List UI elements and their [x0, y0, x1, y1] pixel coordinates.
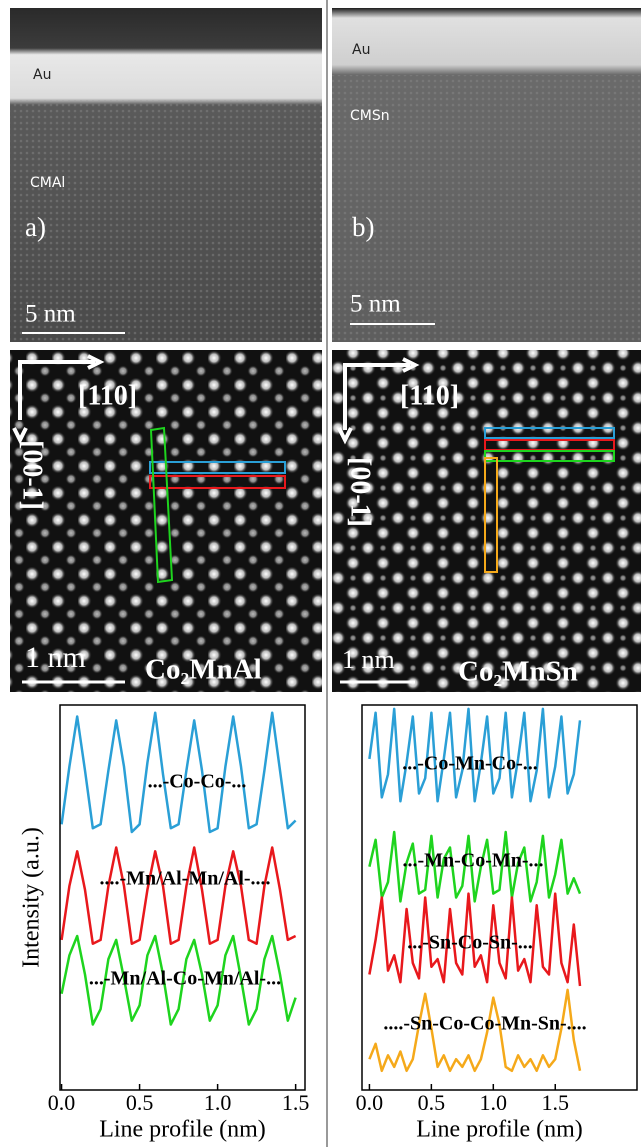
- line-series: [60, 934, 297, 1026]
- x-tick-label: 0.5: [418, 1090, 446, 1115]
- x-tick-label: 1.0: [480, 1090, 508, 1115]
- profile-box: [484, 450, 615, 462]
- layer-label: Au: [33, 67, 51, 83]
- lattice: [10, 100, 322, 342]
- axis-arrows: [337, 357, 420, 445]
- series-label: ...-Co-Co-...: [148, 771, 247, 793]
- profile-box: [149, 475, 286, 489]
- panel-d: [110] [00-1] 1 nm Co₂MnSn: [332, 350, 641, 692]
- profile-box: [484, 427, 615, 439]
- direction-x: [110]: [78, 380, 137, 411]
- plot-frame: [361, 704, 638, 1091]
- line-series: [60, 711, 297, 834]
- direction-y: [00-1]: [17, 440, 48, 510]
- x-tick-label: 0.5: [126, 1090, 154, 1115]
- direction-x: [110]: [400, 380, 459, 411]
- profile-box: [149, 426, 174, 584]
- panel-c: [110] [00-1] 1 nm Co₂MnAl: [10, 350, 322, 692]
- series-label: ...-Sn-Co-Sn-...: [407, 932, 533, 954]
- panel-a: Au CMAl a) 5 nm: [10, 8, 322, 342]
- y-axis-label: Intensity (a.u.): [19, 827, 45, 968]
- series-label: ....-Mn/Al-Mn/Al-....: [99, 868, 270, 890]
- panel-letter: b): [352, 212, 375, 242]
- formula: Co₂MnAl: [145, 654, 262, 686]
- x-tick-label: 0.0: [356, 1090, 384, 1115]
- direction-y: [00-1]: [345, 457, 376, 527]
- scale-label: 1 nm: [25, 641, 86, 674]
- series-label: ...-Co-Mn-Co-...: [402, 753, 538, 775]
- line-series: [368, 830, 582, 903]
- scale-label: 5 nm: [350, 291, 401, 318]
- film-label: CMSn: [350, 108, 390, 124]
- panel-letter: a): [25, 212, 46, 242]
- line-series: [368, 892, 582, 987]
- line-series: [368, 707, 582, 803]
- plot-frame: [59, 704, 306, 1091]
- scale-label: 5 nm: [25, 301, 76, 328]
- lattice: [10, 350, 322, 692]
- x-tick-label: 1.0: [204, 1090, 232, 1115]
- lattice: [332, 75, 641, 342]
- line-series: [60, 846, 297, 945]
- x-tick-label: 1.5: [282, 1090, 310, 1115]
- profile-box: [484, 457, 498, 573]
- lattice: [332, 350, 641, 692]
- layer-label: Au: [352, 42, 370, 58]
- series-label: ....-Sn-Co-Co-Mn-Sn-....: [383, 1013, 586, 1035]
- series-label: ...-Mn/Al-Co-Mn/Al-...: [89, 968, 281, 990]
- x-tick-label: 1.5: [541, 1090, 569, 1115]
- x-tick-label: 0.0: [48, 1090, 76, 1115]
- film-label: CMAl: [30, 175, 65, 191]
- axis-arrows: [12, 354, 105, 445]
- formula: Co₂MnSn: [458, 656, 578, 688]
- x-axis-label: Line profile (nm): [416, 1117, 583, 1143]
- line-series: [368, 988, 582, 1073]
- series-label: ...-Mn-Co-Mn-...: [402, 850, 543, 872]
- profile-box: [149, 461, 286, 474]
- panel-b: Au CMSn b) 5 nm: [332, 8, 641, 342]
- x-axis-label: Line profile (nm): [99, 1117, 266, 1143]
- scale-label: 1 nm: [342, 645, 395, 674]
